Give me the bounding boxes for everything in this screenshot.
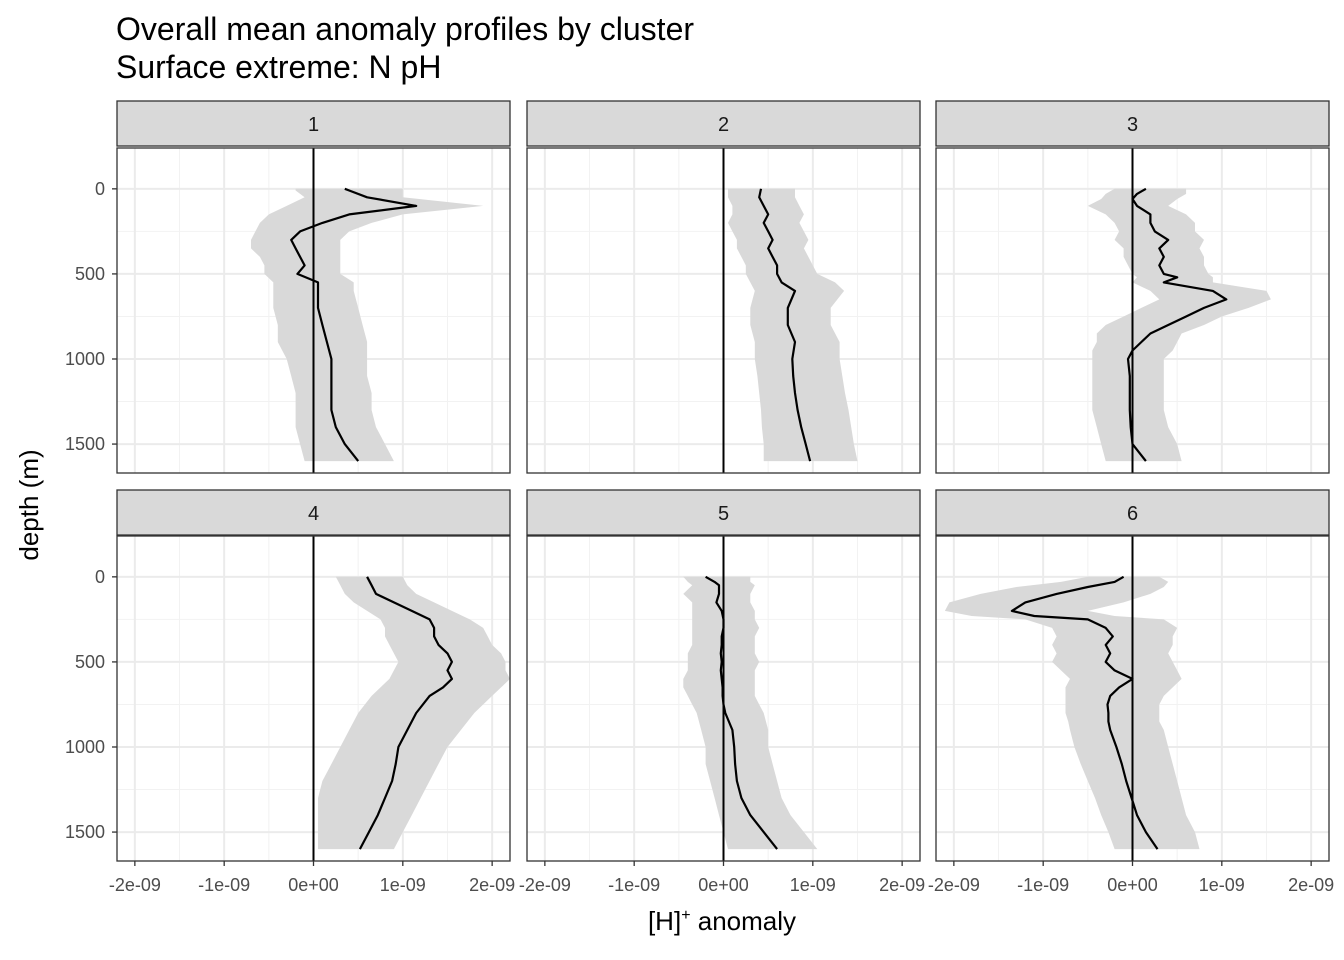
chart-subtitle: Surface extreme: N pH xyxy=(116,49,441,85)
x-tick-label: -1e-09 xyxy=(198,875,250,895)
x-tick-label: 2e-09 xyxy=(469,875,515,895)
panel-border xyxy=(526,147,921,474)
facet-strip xyxy=(116,489,511,536)
x-tick-label: 0e+00 xyxy=(288,875,339,895)
facet-panel-3: 3 xyxy=(935,100,1330,474)
y-tick-label: 1500 xyxy=(65,434,105,454)
x-tick-label: 1e-09 xyxy=(1199,875,1245,895)
y-tick-label: 500 xyxy=(75,264,105,284)
x-axis-title-main: [H] xyxy=(648,906,681,936)
x-tick-label: 1e-09 xyxy=(790,875,836,895)
spread-band xyxy=(251,188,484,462)
y-axis-title: depth (m) xyxy=(14,449,44,560)
x-tick-label: -1e-09 xyxy=(608,875,660,895)
spread-band xyxy=(683,576,818,850)
x-tick-label: 2e-09 xyxy=(879,875,925,895)
facet-strip xyxy=(935,489,1330,536)
y-tick-label: 500 xyxy=(75,652,105,672)
y-tick-label: 1000 xyxy=(65,737,105,757)
facet-strip-label: 1 xyxy=(308,114,319,136)
facet-strip xyxy=(116,100,511,147)
spread-band xyxy=(944,576,1200,850)
x-axis-title-superscript: + xyxy=(681,907,690,924)
facet-strip-label: 6 xyxy=(1127,503,1138,525)
panel-border xyxy=(116,147,511,474)
facet-panels: 1 0 500 1000 1500 2 3 4 0 500 1000 1500 -2e-09 -1e-09… xyxy=(65,100,1334,895)
x-tick-label: 0e+00 xyxy=(1107,875,1158,895)
facet-panel-1: 1 0 500 1000 1500 xyxy=(65,100,511,474)
mean-profile-line xyxy=(290,187,418,462)
facet-panel-6: 6 -2e-09 -1e-09 0e+00 1e-09 2e-09 xyxy=(928,489,1334,895)
facet-panel-2: 2 xyxy=(526,100,921,474)
y-tick-label: 1500 xyxy=(65,822,105,842)
mean-profile-line xyxy=(705,575,778,850)
spread-band xyxy=(728,188,858,462)
chart-title: Overall mean anomaly profiles by cluster xyxy=(116,11,694,47)
x-tick-label: -2e-09 xyxy=(519,875,571,895)
mean-profile-line xyxy=(358,576,453,850)
x-tick-label: 1e-09 xyxy=(380,875,426,895)
facet-strip-label: 3 xyxy=(1127,114,1138,136)
x-tick-label: 0e+00 xyxy=(698,875,749,895)
facet-strip xyxy=(526,489,921,536)
mean-profile-line xyxy=(1126,187,1228,462)
x-axis-title: [H]+ anomaly xyxy=(648,906,796,936)
x-axis-title-rest: anomaly xyxy=(691,906,797,936)
facet-strip xyxy=(526,100,921,147)
facet-strip-label: 2 xyxy=(718,114,729,136)
facet-strip-label: 4 xyxy=(308,503,319,525)
x-tick-label: -2e-09 xyxy=(109,875,161,895)
facet-panel-4: 4 0 500 1000 1500 -2e-09 -1e-09 0e+00 1e-09 2e-09 xyxy=(65,489,515,895)
panel-border xyxy=(935,147,1330,474)
facet-strip xyxy=(935,100,1330,147)
y-tick-label: 0 xyxy=(95,179,105,199)
facet-panel-5: 5 -2e-09 -1e-09 0e+00 1e-09 2e-09 xyxy=(519,489,925,895)
spread-band xyxy=(318,576,510,850)
facet-strip-label: 5 xyxy=(718,503,729,525)
x-tick-label: -2e-09 xyxy=(928,875,980,895)
y-tick-label: 1000 xyxy=(65,349,105,369)
mean-profile-line xyxy=(1010,575,1159,850)
x-tick-label: 2e-09 xyxy=(1288,875,1334,895)
y-tick-label: 0 xyxy=(95,567,105,587)
x-tick-label: -1e-09 xyxy=(1017,875,1069,895)
spread-band xyxy=(1087,188,1271,462)
mean-profile-line xyxy=(758,188,812,462)
